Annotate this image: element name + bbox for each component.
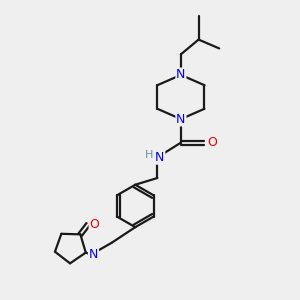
Text: N: N: [155, 151, 164, 164]
Text: N: N: [89, 248, 98, 261]
Text: O: O: [207, 136, 217, 149]
Text: H: H: [145, 150, 153, 160]
Text: O: O: [89, 218, 99, 231]
Text: N: N: [176, 68, 186, 81]
Text: N: N: [176, 112, 186, 126]
